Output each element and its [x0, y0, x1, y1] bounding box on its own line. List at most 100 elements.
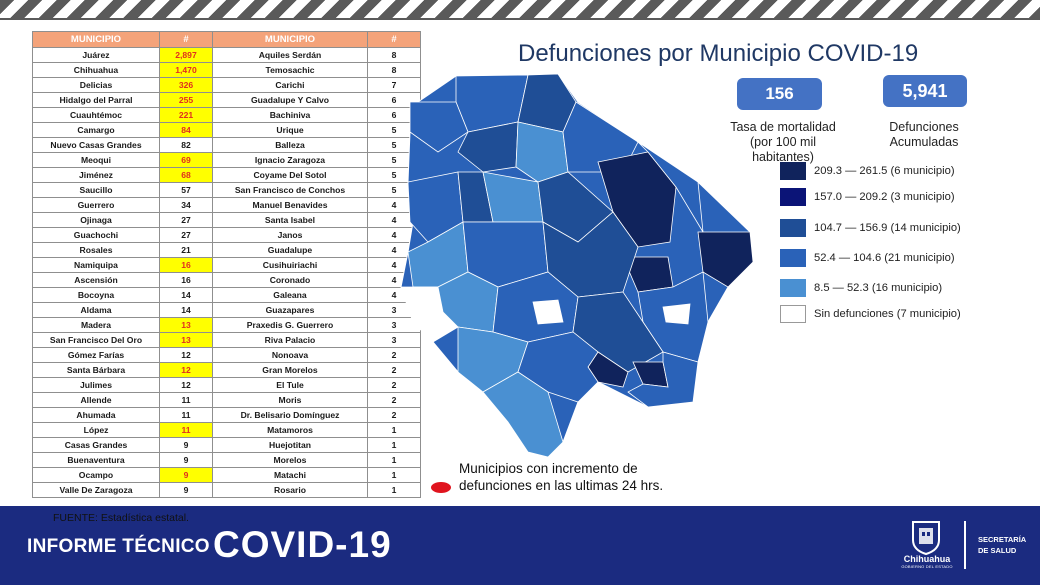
source-note: FUENTE: Estadística estatal. — [53, 512, 189, 524]
municipio-cell: Hidalgo del Parral — [32, 92, 160, 108]
municipio-cell: López — [32, 422, 160, 438]
table-row: Chihuahua 1,470 Temosachic 8 — [32, 62, 421, 78]
table-row: Juárez 2,897 Aquiles Serdán 8 — [32, 47, 421, 63]
table-row: Allende 11 Moris 2 — [32, 392, 421, 408]
table-row: Gómez Farías 12 Nonoava 2 — [32, 347, 421, 363]
municipio-cell: Ocampo — [32, 467, 160, 483]
increment-note: Municipios con incremento de defunciones… — [459, 460, 663, 494]
legend-swatch — [780, 305, 806, 323]
table-row: San Francisco Del Oro 13 Riva Palacio 3 — [32, 332, 421, 348]
covid-label: COVID-19 — [213, 524, 392, 565]
count-cell: 84 — [159, 122, 213, 138]
municipio-cell: Cuauhtémoc — [32, 107, 160, 123]
legend-swatch — [780, 279, 806, 297]
municipio-cell: Guadalupe — [212, 242, 368, 258]
total-deaths-label-line2: Acumuladas — [889, 135, 959, 149]
legend-swatch — [780, 188, 806, 206]
table-row: Saucillo 57 San Francisco de Conchos 5 — [32, 182, 421, 198]
table-row: Ahumada 11 Dr. Belisario Domínguez 2 — [32, 407, 421, 423]
municipio-cell: Gómez Farías — [32, 347, 160, 363]
count-cell: 11 — [159, 422, 213, 438]
count-cell: 9 — [159, 467, 213, 483]
mortality-rate-label-line1: Tasa de mortalidad — [730, 120, 836, 134]
municipio-cell: Balleza — [212, 137, 368, 153]
legend-label: 157.0 — 209.2 (3 municipio) — [814, 191, 955, 203]
count-cell: 12 — [159, 377, 213, 393]
municipio-cell: Gran Morelos — [212, 362, 368, 378]
total-deaths-badge: 5,941 — [883, 75, 967, 107]
report-label: INFORME TÉCNICO — [27, 536, 210, 557]
municipio-cell: Aquiles Serdán — [212, 47, 368, 63]
table-row: Ojinaga 27 Santa Isabel 4 — [32, 212, 421, 228]
table-row: Delicias 326 Carichi 7 — [32, 77, 421, 93]
count-cell: 255 — [159, 92, 213, 108]
count-cell: 12 — [159, 347, 213, 363]
municipio-cell: Carichi — [212, 77, 368, 93]
municipio-cell: Jiménez — [32, 167, 160, 183]
municipio-cell: Praxedis G. Guerrero — [212, 317, 368, 333]
count-cell: 11 — [159, 392, 213, 408]
municipality-region — [662, 303, 691, 325]
total-deaths-label: Defunciones Acumuladas — [872, 120, 976, 150]
municipio-cell: Namiquipa — [32, 257, 160, 273]
municipality-deaths-table: MUNICIPIO # MUNICIPIO # Juárez 2,897 Aquil… — [32, 31, 421, 498]
count-cell: 3 — [367, 332, 421, 348]
municipio-cell: Ignacio Zaragoza — [212, 152, 368, 168]
increment-marker-icon — [431, 482, 451, 493]
municipality-region — [532, 299, 564, 325]
chihuahua-shield-logo-icon — [912, 521, 940, 556]
municipio-cell: Meoqui — [32, 152, 160, 168]
legend-swatch — [780, 249, 806, 267]
legend-label: Sin defunciones (7 municipio) — [814, 308, 961, 320]
increment-note-line2: defunciones en las ultimas 24 hrs. — [459, 478, 664, 493]
municipio-cell: Temosachic — [212, 62, 368, 78]
municipio-cell: Coyame Del Sotol — [212, 167, 368, 183]
count-cell: 9 — [159, 482, 213, 498]
total-deaths-label-line1: Defunciones — [889, 120, 959, 134]
municipio-cell: Aldama — [32, 302, 160, 318]
count-cell: 16 — [159, 272, 213, 288]
count-cell: 21 — [159, 242, 213, 258]
municipio-cell: Valle De Zaragoza — [32, 482, 160, 498]
legend-swatch — [780, 162, 806, 180]
municipio-cell: Urique — [212, 122, 368, 138]
municipality-region — [697, 231, 754, 288]
table-row: Jiménez 68 Coyame Del Sotol 5 — [32, 167, 421, 183]
municipio-cell: Casas Grandes — [32, 437, 160, 453]
count-cell: 14 — [159, 287, 213, 303]
municipio-cell: Allende — [32, 392, 160, 408]
municipio-cell: Huejotitan — [212, 437, 368, 453]
count-cell: 34 — [159, 197, 213, 213]
municipio-cell: Ojinaga — [32, 212, 160, 228]
secretaria-label: SECRETARÍA DE SALUD — [978, 534, 1026, 556]
count-cell: 68 — [159, 167, 213, 183]
secretaria-line2: DE SALUD — [978, 546, 1017, 555]
count-cell: 82 — [159, 137, 213, 153]
count-cell: 2,897 — [159, 47, 213, 63]
municipio-cell: Chihuahua — [32, 62, 160, 78]
count-cell: 1 — [367, 482, 421, 498]
table-row: Guachochi 27 Janos 4 — [32, 227, 421, 243]
table-row: Ocampo 9 Matachi 1 — [32, 467, 421, 483]
count-cell: 16 — [159, 257, 213, 273]
municipio-cell: Camargo — [32, 122, 160, 138]
secretaria-line1: SECRETARÍA — [978, 535, 1027, 544]
legend-label: 8.5 — 52.3 (16 municipio) — [814, 282, 943, 294]
col-municipio-2: MUNICIPIO — [212, 31, 368, 48]
logo-text-sub: GOBIERNO DEL ESTADO — [901, 564, 953, 569]
table-row: Aldama 14 Guazapares 3 — [32, 302, 421, 318]
municipio-cell: Ascensión — [32, 272, 160, 288]
table-row: Valle De Zaragoza 9 Rosario 1 — [32, 482, 421, 498]
legend-item: 52.4 — 104.6 (21 municipio) — [780, 249, 955, 267]
count-cell: 9 — [159, 437, 213, 453]
count-cell: 11 — [159, 407, 213, 423]
table-row: Santa Bárbara 12 Gran Morelos 2 — [32, 362, 421, 378]
table-row: Nuevo Casas Grandes 82 Balleza 5 — [32, 137, 421, 153]
table-row: Meoqui 69 Ignacio Zaragoza 5 — [32, 152, 421, 168]
count-cell: 57 — [159, 182, 213, 198]
legend-item: 157.0 — 209.2 (3 municipio) — [780, 188, 955, 206]
municipio-cell: Riva Palacio — [212, 332, 368, 348]
legend-label: 209.3 — 261.5 (6 municipio) — [814, 165, 955, 177]
table-row: Guerrero 34 Manuel Benavides 4 — [32, 197, 421, 213]
municipio-cell: San Francisco Del Oro — [32, 332, 160, 348]
